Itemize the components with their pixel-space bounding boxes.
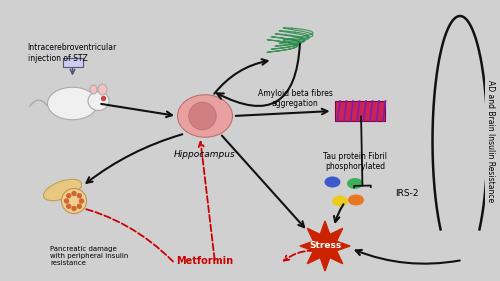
Text: Tau protein Fibril
phosphorylated: Tau protein Fibril phosphorylated bbox=[323, 152, 387, 171]
Circle shape bbox=[66, 204, 70, 208]
Ellipse shape bbox=[324, 176, 340, 187]
Ellipse shape bbox=[348, 194, 364, 205]
Ellipse shape bbox=[90, 85, 97, 94]
Circle shape bbox=[78, 194, 82, 198]
Ellipse shape bbox=[88, 92, 109, 110]
FancyBboxPatch shape bbox=[62, 58, 82, 67]
Ellipse shape bbox=[98, 84, 107, 95]
Ellipse shape bbox=[178, 95, 233, 137]
Text: Pancreatic damage
with peripheral insulin
resistance: Pancreatic damage with peripheral insuli… bbox=[50, 246, 128, 266]
Text: Intracerebroventricular
injection of STZ: Intracerebroventricular injection of STZ bbox=[28, 44, 117, 63]
Circle shape bbox=[66, 194, 70, 198]
Text: AD and Brain Insulin Resistance: AD and Brain Insulin Resistance bbox=[486, 80, 494, 202]
Text: Stress: Stress bbox=[309, 241, 341, 250]
Circle shape bbox=[78, 204, 82, 208]
Ellipse shape bbox=[48, 87, 98, 120]
Circle shape bbox=[72, 207, 76, 210]
Ellipse shape bbox=[332, 196, 348, 207]
Text: Amyloid beta fibres
aggregation: Amyloid beta fibres aggregation bbox=[258, 89, 332, 108]
Circle shape bbox=[80, 199, 84, 203]
Circle shape bbox=[72, 191, 76, 196]
Circle shape bbox=[62, 189, 86, 214]
Text: Metformin: Metformin bbox=[176, 256, 234, 266]
Ellipse shape bbox=[189, 102, 216, 130]
Text: Hippocampus: Hippocampus bbox=[174, 150, 236, 159]
Polygon shape bbox=[300, 221, 350, 271]
Text: IRS-2: IRS-2 bbox=[395, 189, 418, 198]
Ellipse shape bbox=[347, 178, 363, 189]
FancyBboxPatch shape bbox=[335, 101, 385, 121]
Circle shape bbox=[64, 199, 68, 203]
Ellipse shape bbox=[44, 179, 82, 201]
Circle shape bbox=[102, 96, 105, 101]
